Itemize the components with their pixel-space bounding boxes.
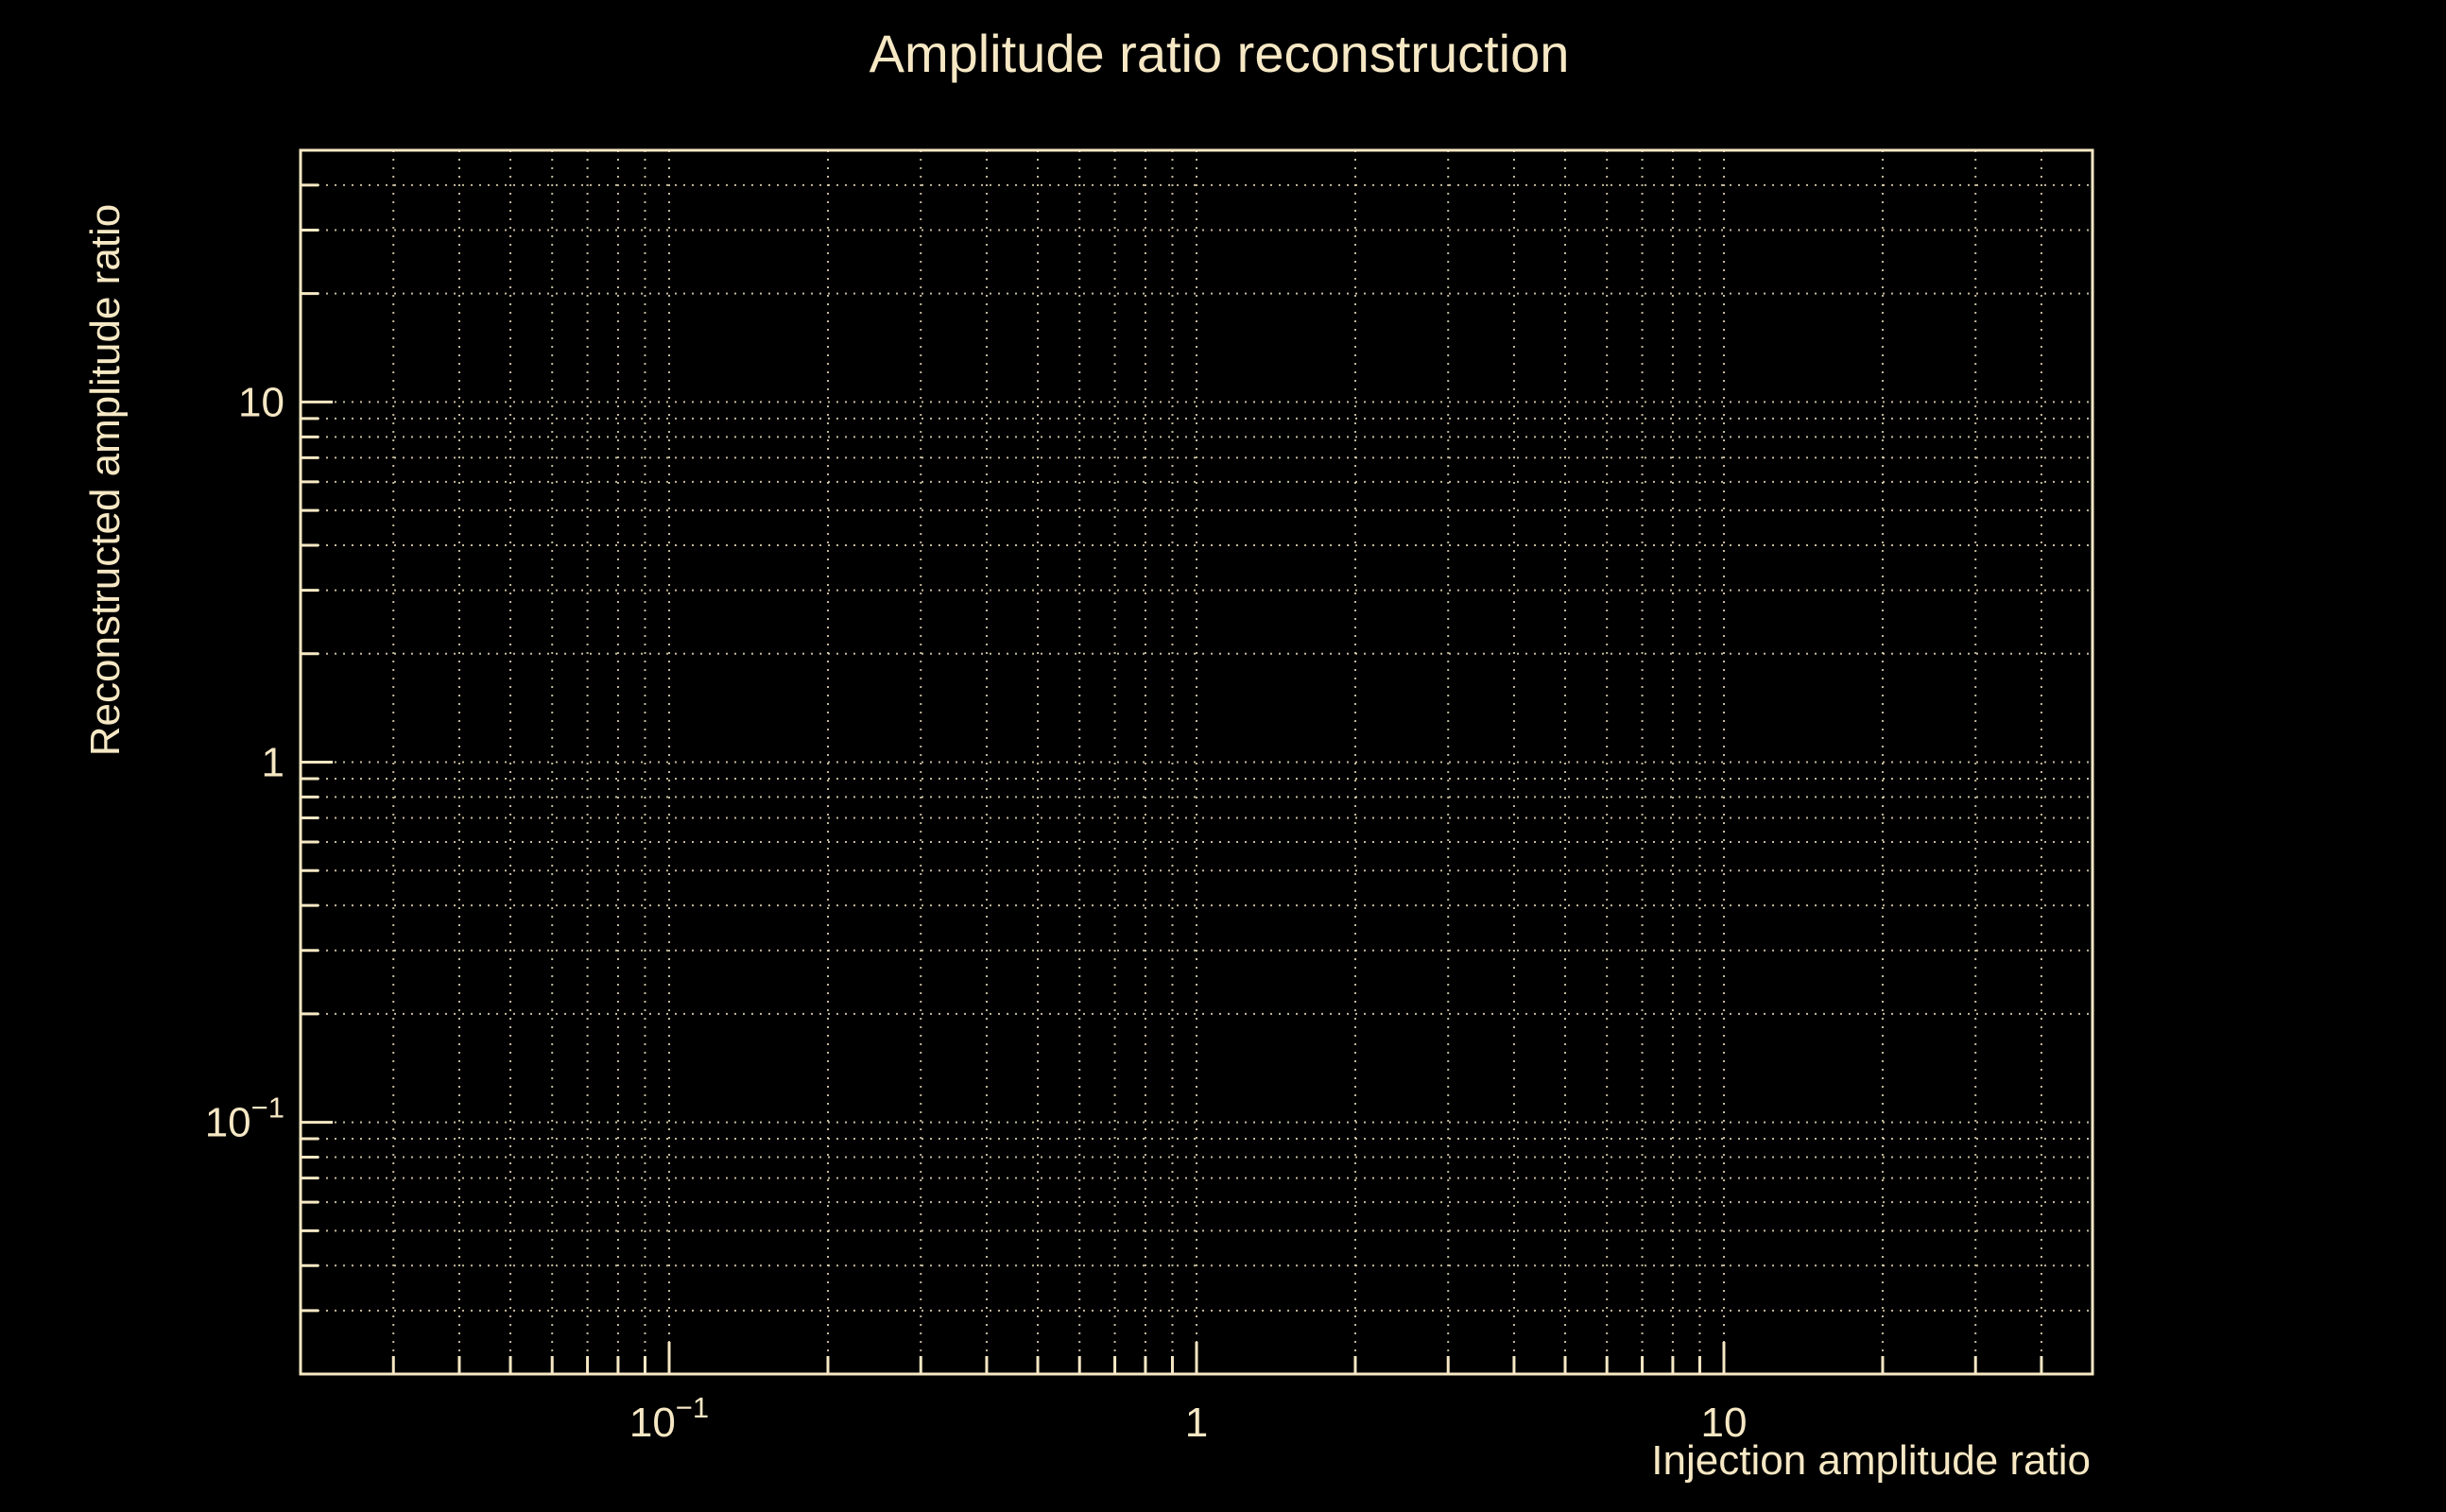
x-tick-label: 10 [1701, 1400, 1748, 1446]
y-tick-label: 10 [238, 379, 284, 425]
x-axis-label: Injection amplitude ratio [1651, 1437, 2091, 1484]
y-tick-label: 10−1 [205, 1091, 284, 1146]
y-tick-label: 1 [262, 740, 284, 786]
x-tick-label: 1 [1185, 1400, 1208, 1446]
y-axis-label: Reconstructed amplitude ratio [82, 204, 129, 757]
y-tick-labels: 10−1 1 10 [205, 379, 284, 1145]
grid [301, 150, 2093, 1374]
chart-title: Amplitude ratio reconstruction [870, 24, 1570, 83]
x-tick-label: 10−1 [629, 1391, 709, 1446]
axis-ticks [301, 183, 2043, 1374]
x-tick-labels: 10−1 1 10 [629, 1391, 1748, 1446]
